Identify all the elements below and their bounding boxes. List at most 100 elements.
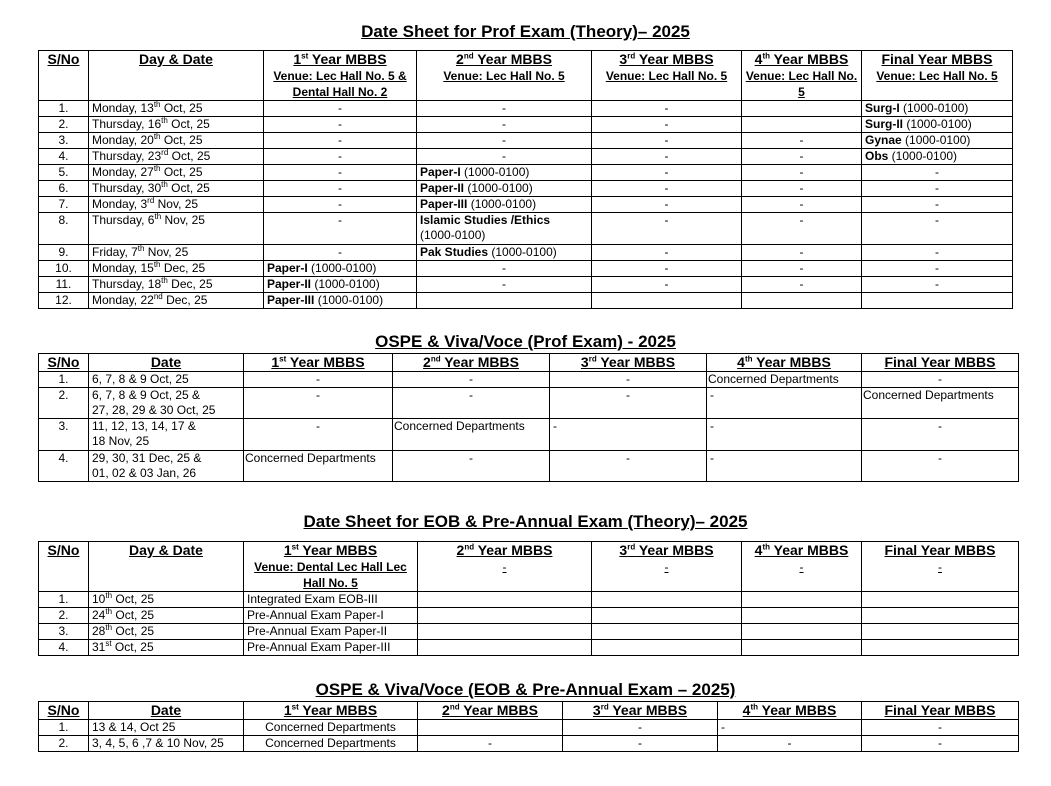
superscript: th bbox=[762, 542, 770, 552]
schedule-cell: Concerned Departments bbox=[243, 450, 393, 482]
text: Friday, 7 bbox=[92, 245, 138, 260]
text: 27, 28, 29 & 30 Oct, 25 bbox=[92, 403, 216, 417]
text: Year MBBS bbox=[770, 542, 849, 559]
superscript: th bbox=[161, 276, 168, 285]
table-row: 2. 6, 7, 8 & 9 Oct, 25 & 27, 28, 29 & 30 O… bbox=[38, 387, 1019, 419]
date-cell: 6, 7, 8 & 9 Oct, 25 bbox=[88, 371, 244, 388]
schedule-cell bbox=[417, 719, 563, 736]
schedule-table: S/No Date 1st Year MBBS 2nd Year MBBS 3rd Ye… bbox=[38, 701, 1019, 752]
header-label: 2nd Year MBBS bbox=[423, 354, 519, 371]
schedule-cell bbox=[417, 591, 592, 608]
header-label: 4th Year MBBS bbox=[737, 354, 831, 371]
schedule-cell: - bbox=[263, 164, 417, 181]
schedule-cell: - bbox=[392, 450, 550, 482]
schedule-cell: - bbox=[417, 735, 563, 752]
venue-label: Venue: Lec Hall No. 5 bbox=[443, 69, 565, 83]
text: Monday, 20 bbox=[92, 133, 154, 148]
schedule-cell: Gynae (1000-0100) bbox=[861, 132, 1013, 149]
date-cell: 28th Oct, 25 bbox=[88, 623, 244, 640]
superscript: nd bbox=[449, 702, 460, 712]
text: 2 bbox=[423, 354, 431, 371]
section-title: OSPE & Viva/Voce (Prof Exam) - 2025 bbox=[375, 332, 676, 351]
schedule-cell: - bbox=[861, 244, 1013, 261]
column-header: 2nd Year MBBS - bbox=[417, 541, 592, 592]
schedule-cell: Concerned Departments bbox=[706, 371, 862, 388]
bold-label: Pak Studies bbox=[420, 245, 489, 260]
superscript: rd bbox=[161, 148, 169, 157]
schedule-cell: Surg-II (1000-0100) bbox=[861, 116, 1013, 133]
header-label: Day & Date bbox=[139, 51, 213, 68]
section-title: Date Sheet for Prof Exam (Theory)– 2025 bbox=[361, 22, 690, 41]
schedule-cell: Pre-Annual Exam Paper-III bbox=[243, 639, 418, 656]
column-header: Final Year MBBS bbox=[861, 353, 1019, 372]
schedule-cell: - bbox=[591, 260, 742, 277]
schedule-cell bbox=[861, 607, 1019, 624]
column-header: S/No bbox=[38, 353, 89, 372]
schedule-cell: - bbox=[263, 116, 417, 133]
superscript: st bbox=[279, 354, 287, 364]
date-cell: Monday, 3rd Nov, 25 bbox=[88, 196, 264, 213]
header-label: Day & Date bbox=[129, 542, 203, 559]
text: Thursday, 23 bbox=[92, 149, 162, 164]
schedule-cell: Concerned Departments bbox=[243, 719, 418, 736]
placeholder-dash: - bbox=[799, 560, 804, 574]
schedule-cell: - bbox=[243, 387, 393, 419]
schedule-cell: - bbox=[549, 387, 707, 419]
venue-label: Venue: Lec Hall No. 5 bbox=[745, 69, 858, 99]
text: Oct, 25 bbox=[160, 101, 203, 116]
serial-number: 6. bbox=[38, 180, 89, 197]
schedule-cell: - bbox=[263, 196, 417, 213]
schedule-cell: Concerned Departments bbox=[861, 387, 1019, 419]
serial-number: 7. bbox=[38, 196, 89, 213]
superscript: rd bbox=[147, 196, 155, 205]
bold-label: Surg-II bbox=[865, 117, 903, 132]
text: Year MBBS bbox=[440, 354, 519, 371]
date-cell: Monday, 15th Dec, 25 bbox=[88, 260, 264, 277]
table-row: 1. Monday, 13th Oct, 25- - - Surg-I (1000-01… bbox=[38, 100, 1013, 117]
schedule-cell: Paper-I (1000-0100) bbox=[416, 164, 592, 181]
schedule-cell: Integrated Exam EOB-III bbox=[243, 591, 418, 608]
column-header: Day & Date bbox=[88, 50, 264, 101]
schedule-cell bbox=[417, 623, 592, 640]
header-label: Final Year MBBS bbox=[884, 354, 996, 371]
superscript: th bbox=[161, 116, 168, 125]
schedule-cell: - bbox=[591, 244, 742, 261]
table-row: 4. Thursday, 23rd Oct, 25- - - - Obs (1000-01… bbox=[38, 148, 1013, 165]
bold-label: Paper-III bbox=[267, 293, 315, 308]
column-header: 4th Year MBBS bbox=[717, 701, 862, 720]
text: 4 bbox=[742, 702, 751, 719]
serial-number: 10. bbox=[38, 260, 89, 277]
date-cell: Thursday, 23rd Oct, 25 bbox=[88, 148, 264, 165]
schedule-cell: - bbox=[416, 148, 592, 165]
header-label: 4th Year MBBS bbox=[742, 702, 837, 719]
time: (1000-0100) bbox=[307, 261, 377, 276]
schedule-cell: - bbox=[263, 212, 417, 245]
schedule-cell bbox=[741, 607, 862, 624]
schedule-cell: - bbox=[861, 196, 1013, 213]
text: Nov, 25 bbox=[161, 213, 205, 228]
serial-number: 3. bbox=[38, 623, 89, 640]
serial-number: 2. bbox=[38, 116, 89, 133]
serial-number: 12. bbox=[38, 292, 89, 309]
header-row: S/No Day & Date 1st Year MBBS Venue: Lec Ha… bbox=[38, 50, 1013, 101]
text: 2 bbox=[442, 702, 450, 719]
header-label: 2nd Year MBBS bbox=[457, 543, 553, 559]
schedule-cell: - bbox=[861, 735, 1019, 752]
text: 4 bbox=[737, 354, 745, 371]
superscript: st bbox=[291, 702, 299, 712]
schedule-cell: - bbox=[549, 371, 707, 388]
venue-label: Venue: Lec Hall No. 5 bbox=[876, 69, 998, 83]
time: (1000-0100) bbox=[467, 197, 537, 212]
text: Dec, 25 bbox=[167, 277, 213, 292]
schedule-cell: Islamic Studies /Ethics (1000-0100) bbox=[416, 212, 592, 245]
schedule-cell: - bbox=[591, 196, 742, 213]
text: 3 bbox=[619, 542, 628, 559]
text: 1 bbox=[271, 354, 280, 371]
text: 6, 7, 8 & 9 Oct, 25 & bbox=[92, 388, 201, 403]
table-row: 7. Monday, 3rd Nov, 25- Paper-III (1000-01… bbox=[38, 196, 1013, 213]
text: 1 bbox=[283, 702, 292, 719]
schedule-cell bbox=[591, 591, 742, 608]
column-header: 1st Year MBBS Venue: Lec Hall No. 5 & Den… bbox=[263, 50, 417, 101]
serial-number: 11. bbox=[38, 276, 89, 293]
schedule-cell: - bbox=[392, 371, 550, 388]
